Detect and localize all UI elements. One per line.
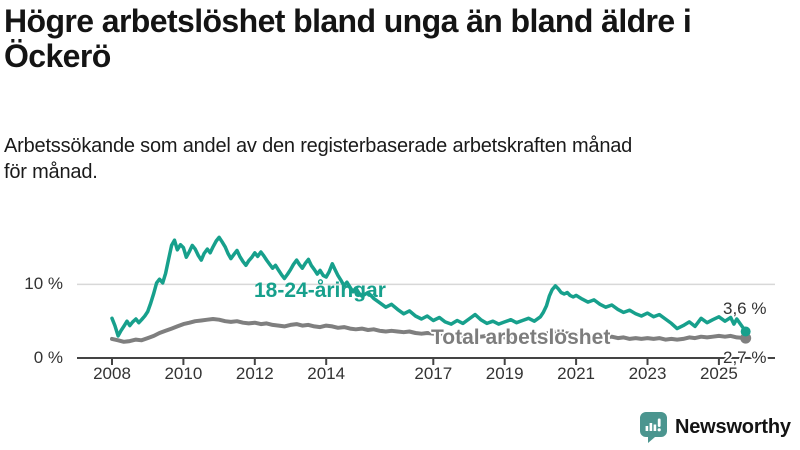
chart-subtitle-line2: för månad. xyxy=(4,161,98,184)
end-value-label-youth: 3,6 % xyxy=(723,299,767,318)
end-value-label-total: 2,7 % xyxy=(723,348,767,367)
x-tick-label: 2019 xyxy=(485,364,524,383)
x-tick-label: 2017 xyxy=(414,364,453,383)
x-tick-label: 2012 xyxy=(235,364,274,383)
chart-subtitle-line1: Arbetssökande som andel av den registerb… xyxy=(4,135,633,157)
y-axis-label-10: 10 % xyxy=(24,274,63,293)
series-label-total: Total arbetslöshet xyxy=(431,326,611,349)
series-line-youth xyxy=(110,235,748,338)
chart-subtitle: Arbetssökande som andel av den registerb… xyxy=(4,133,792,186)
page-title-line1: Högre arbetslöshet bland unga än bland ä… xyxy=(4,3,692,39)
x-tick-label: 2014 xyxy=(307,364,346,383)
x-tick-label: 2023 xyxy=(628,364,667,383)
newsworthy-logo[interactable]: Newsworthy xyxy=(640,411,791,443)
newsworthy-wordmark: Newsworthy xyxy=(675,415,791,438)
x-tick-label: 2008 xyxy=(93,364,131,383)
x-tick-label: 2025 xyxy=(699,364,738,383)
bar-chart-speech-bubble-icon xyxy=(640,411,667,443)
x-tick-label: 2021 xyxy=(557,364,595,383)
y-axis-label-0: 0 % xyxy=(33,348,63,367)
series-label-youth: 18-24-åringar xyxy=(254,279,386,302)
series-end-dot-youth xyxy=(740,326,751,337)
page-title: Högre arbetslöshet bland unga än bland ä… xyxy=(4,3,796,75)
series-line-total xyxy=(110,317,748,344)
page-title-line2: Öckerö xyxy=(4,38,111,75)
x-tick-label: 2010 xyxy=(164,364,203,383)
